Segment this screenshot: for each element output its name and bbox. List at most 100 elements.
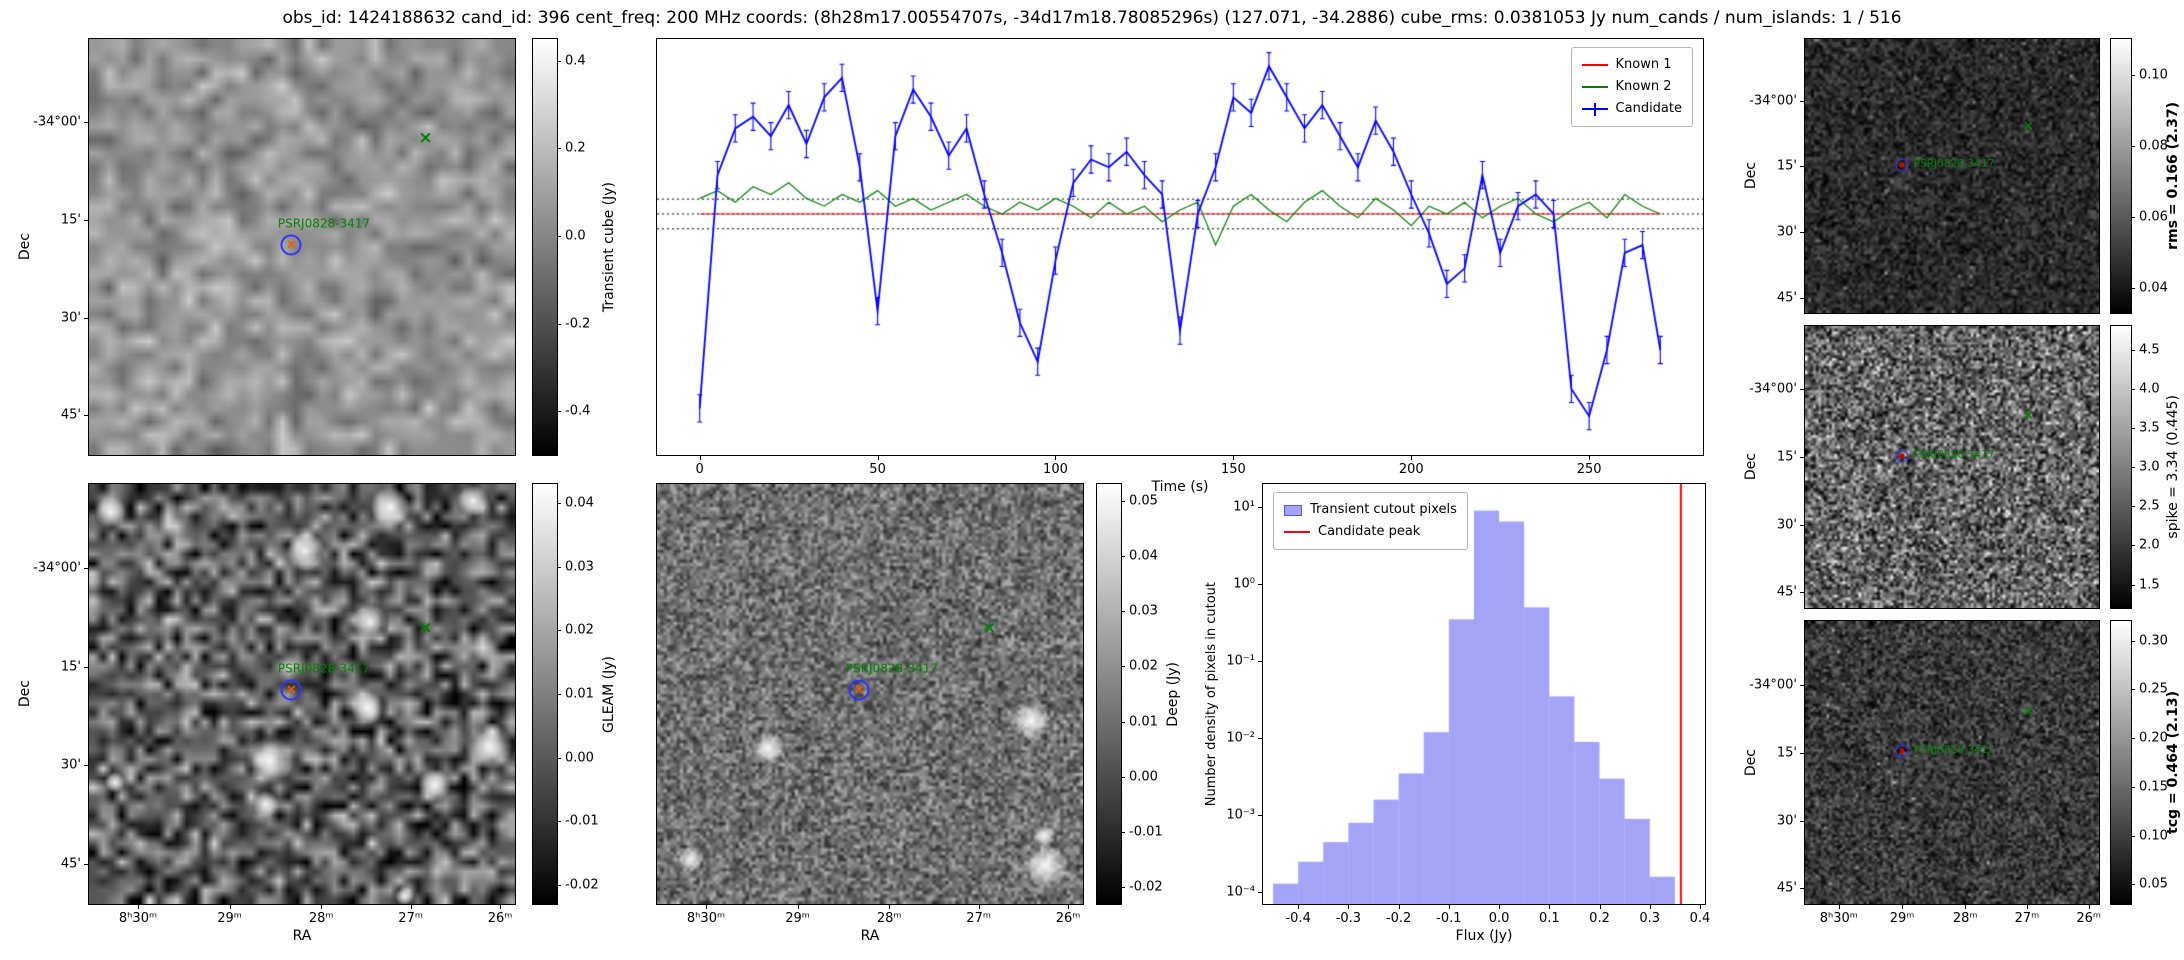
dec-axis-label: Dec xyxy=(1743,748,1759,777)
dec-tick-mark xyxy=(1800,752,1805,754)
flux-tick-mark xyxy=(1499,904,1501,909)
colorbar-tick-mark xyxy=(2131,738,2135,740)
lightcurve-x-axis-label: Time (s) xyxy=(1151,479,1209,495)
candidate-legend-label: Candidate xyxy=(1615,101,1682,117)
ra-tick-label: 28ᵐ xyxy=(308,911,334,926)
dec-axis-label: Dec xyxy=(1743,453,1759,481)
deep-colorbar-label: Deep (Jy) xyxy=(1165,661,1181,727)
spike-colorbar-label: spike = 3.34 (0.445) xyxy=(2165,395,2181,539)
ra-tick-mark xyxy=(1965,904,1967,909)
colorbar-tick-mark xyxy=(2131,427,2135,429)
flux-tick-label: 0.1 xyxy=(1538,911,1560,926)
dec-tick-label: 45' xyxy=(60,856,81,872)
candidate-errorbar-sample xyxy=(1581,102,1608,116)
density-tick-mark xyxy=(1258,738,1263,740)
dec-tick-mark xyxy=(84,568,89,569)
colorbar-tick-mark xyxy=(2131,884,2135,886)
source-name-label: PSRJ0828-3417 xyxy=(1913,157,1995,170)
flux-tick-label: 0.0 xyxy=(1488,911,1510,926)
dec-tick-mark xyxy=(1800,888,1805,890)
tcg-cutout-image xyxy=(1805,621,2099,904)
colorbar-tick-label: -0.2 xyxy=(565,316,591,332)
flux-tick-mark xyxy=(1549,904,1551,909)
ra-tick-mark xyxy=(137,904,139,909)
gleam-cutout-image xyxy=(89,484,515,904)
dec-axis-label: Dec xyxy=(17,233,33,261)
known-source-cross-icon: × xyxy=(982,618,997,639)
colorbar-tick-label: 0.05 xyxy=(2139,876,2168,892)
colorbar-tick-mark xyxy=(2131,640,2135,642)
candidate-marker-icon xyxy=(1895,449,1909,463)
colorbar-tick-mark xyxy=(1121,611,1125,613)
dec-tick-label: 45' xyxy=(1776,584,1797,600)
colorbar-tick-label: -0.01 xyxy=(1129,824,1163,840)
dec-tick-mark xyxy=(1800,100,1805,102)
ra-tick-mark xyxy=(1068,904,1070,909)
deep-cutout-image xyxy=(657,484,1083,904)
dec-tick-label: 15' xyxy=(60,659,81,675)
known1-line-sample xyxy=(1581,64,1608,67)
ra-tick-mark xyxy=(978,904,980,909)
colorbar-tick-label: 2.5 xyxy=(2139,498,2160,514)
candidate-x-icon: × xyxy=(285,682,297,698)
dec-tick-mark xyxy=(84,415,89,417)
candidate-dot-icon xyxy=(1899,453,1905,459)
tcg-cutout-markers: × PSRJ0828-3417 xyxy=(1805,621,2099,904)
gleam-cutout-panel: × × PSRJ0828-3417 -34°00' 15' 30' 45' 8ʰ30ᵐ 29… xyxy=(17,483,516,944)
gray-gradient xyxy=(1097,484,1121,904)
dec-tick-mark xyxy=(84,864,89,866)
gleam-ra-ticks: 8ʰ30ᵐ 29ᵐ 28ᵐ 27ᵐ 26ᵐ xyxy=(89,484,515,926)
flux-tick-mark xyxy=(1398,904,1400,909)
histogram-y-axis-label: Number density of pixels in cutout xyxy=(1204,581,1219,807)
gleam-colorbar: 0.04 0.03 0.02 0.01 0.00 -0.01 -0.02 xyxy=(532,483,599,905)
spike-cutout-markers: × PSRJ0828-3417 xyxy=(1805,326,2099,608)
dec-axis-label: Dec xyxy=(1743,162,1759,190)
time-tick-mark xyxy=(1055,455,1057,460)
density-tick-mark xyxy=(1258,661,1263,663)
colorbar-tick-mark xyxy=(2131,467,2135,468)
gray-gradient xyxy=(533,39,557,455)
colorbar-tick-label: 0.03 xyxy=(565,559,594,575)
gleam-colorbar-label: GLEAM (Jy) xyxy=(601,655,617,733)
time-tick-mark xyxy=(877,455,879,460)
density-tick-label: 10⁻³ xyxy=(1226,807,1255,823)
dec-tick-label: -34°00' xyxy=(33,114,81,130)
time-tick-mark xyxy=(1589,455,1591,460)
colorbar-tick-mark xyxy=(1121,555,1125,557)
lightcurve-legend: Known 1 Known 2 Candidate xyxy=(1570,47,1693,128)
cutout-pixels-legend-label: Transient cutout pixels xyxy=(1310,502,1457,517)
candidate-marker-icon: × xyxy=(848,679,870,701)
known1-legend-label: Known 1 xyxy=(1615,57,1672,72)
ra-tick-label: 26ᵐ xyxy=(1055,911,1081,926)
colorbar-tick-mark xyxy=(557,757,561,759)
ra-tick-label: 29ᵐ xyxy=(1889,911,1915,926)
ra-tick-mark xyxy=(705,904,707,909)
gray-gradient xyxy=(2111,621,2131,904)
dec-tick-mark xyxy=(1800,684,1805,686)
density-tick-label: 10⁻¹ xyxy=(1226,653,1255,669)
figure-title: obs_id: 1424188632 cand_id: 396 cent_fre… xyxy=(282,8,1902,28)
flux-tick-label: -0.2 xyxy=(1385,911,1412,926)
flux-tick-mark xyxy=(1649,904,1651,909)
density-tick-mark xyxy=(1258,815,1263,817)
colorbar-tick-label: 0.2 xyxy=(565,140,586,156)
time-tick-mark xyxy=(1411,455,1413,460)
colorbar-tick-label: 0.30 xyxy=(2139,633,2168,649)
ra-tick-label: 8ʰ30ᵐ xyxy=(686,911,726,926)
dec-tick-label: 15' xyxy=(1776,449,1797,465)
ra-tick-mark xyxy=(1838,904,1840,909)
colorbar-tick-label: 2.0 xyxy=(2139,537,2160,553)
dec-tick-mark xyxy=(1800,524,1805,526)
colorbar-tick-label: 0.04 xyxy=(565,495,594,511)
source-name-label: PSRJ0828-3417 xyxy=(1913,448,1995,461)
time-tick-mark xyxy=(699,455,701,460)
ra-tick-label: 26ᵐ xyxy=(487,911,513,926)
lightcurve-x-ticks: 0 50 100 150 200 250 xyxy=(657,39,1703,477)
dec-tick-mark xyxy=(1800,389,1805,391)
flux-tick-mark xyxy=(1298,904,1300,909)
colorbar-tick-label: 0.02 xyxy=(1129,658,1158,674)
dec-tick-label: 45' xyxy=(1776,290,1797,306)
candidate-dot-icon xyxy=(1899,162,1905,168)
colorbar-tick-mark xyxy=(557,630,561,632)
known-source-cross-icon: × xyxy=(2022,408,2034,424)
